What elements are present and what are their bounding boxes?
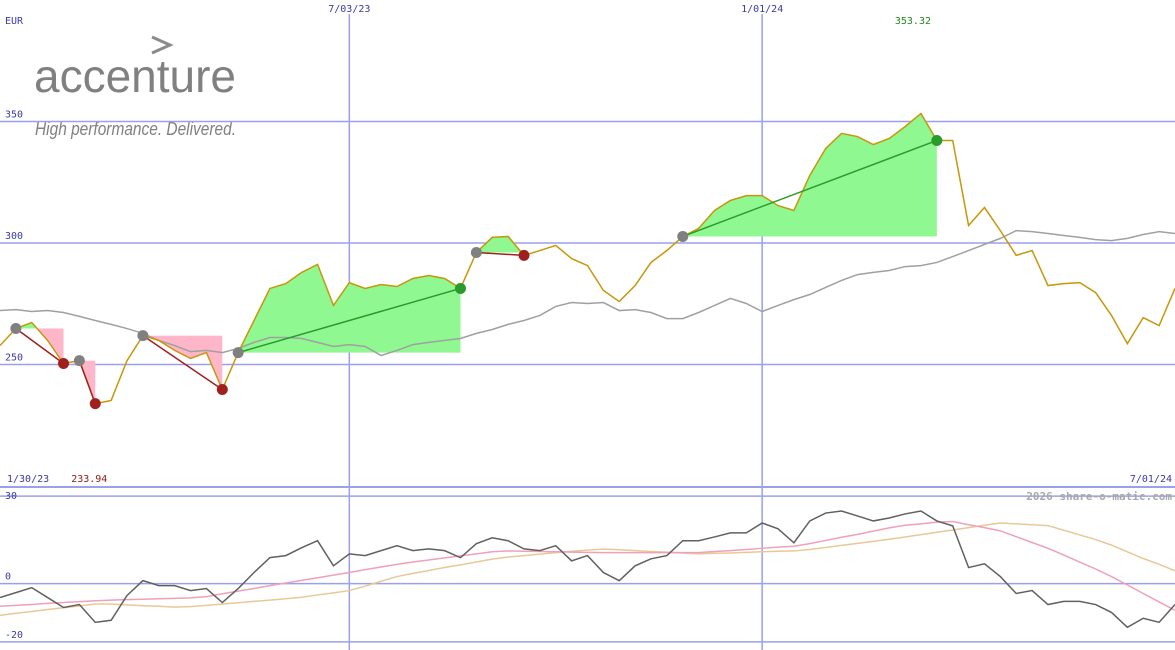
series-line — [0, 522, 1175, 617]
series-line — [0, 229, 1175, 357]
y-tick-label: 300 — [5, 231, 23, 242]
trade-line — [78, 360, 96, 404]
trade-entry — [677, 230, 689, 242]
y-tick-label: 350 — [5, 110, 23, 121]
trade-entry — [137, 330, 149, 342]
x-tick-label: 7/03/23 — [328, 4, 370, 15]
trade-loss-area — [142, 335, 223, 390]
trade-exit — [58, 358, 70, 370]
trade-entry — [470, 246, 482, 258]
watermark: 2026 share-o-matic.com — [1026, 490, 1172, 503]
trade-line — [476, 251, 525, 257]
trade-entry — [10, 323, 22, 335]
series-line — [0, 510, 1175, 629]
series-line — [0, 112, 1175, 405]
y-tick-label: 30 — [5, 491, 17, 502]
trade-gain-area — [238, 264, 461, 353]
trade-exit — [216, 384, 228, 396]
x-tick-label: 1/01/24 — [741, 4, 783, 15]
y-tick-label: 0 — [5, 572, 11, 583]
trade-exit — [518, 249, 530, 261]
trade-line — [682, 139, 938, 238]
low-label: 233.94 — [71, 474, 107, 485]
y-tick-label: 250 — [5, 353, 23, 364]
logo-tagline: High performance. Delivered. — [35, 119, 236, 139]
logo: accenture High performance. Delivered. — [34, 35, 236, 139]
logo-chevron — [151, 35, 174, 55]
trade-gain-area — [15, 322, 64, 329]
trade-entry — [232, 347, 244, 359]
trade-gain-area — [476, 236, 524, 253]
trade-gain-area — [682, 113, 937, 237]
trade-exit — [931, 134, 943, 146]
trade-line — [237, 287, 461, 354]
trade-entry — [73, 355, 85, 367]
trade-exit — [89, 398, 101, 410]
series-line — [0, 520, 1175, 612]
trade-loss-area — [15, 328, 64, 364]
x-tick-label: 1/30/23 — [7, 474, 49, 485]
x-tick-label: 7/01/24 — [1130, 474, 1172, 485]
trade-line — [15, 327, 64, 365]
trade-line — [142, 334, 223, 391]
y-tick-label: -20 — [5, 630, 23, 641]
logo-name: accenture — [34, 50, 236, 102]
high-label: 353.32 — [895, 16, 931, 27]
trade-exit — [454, 282, 466, 294]
unit-label: EUR — [5, 16, 24, 27]
